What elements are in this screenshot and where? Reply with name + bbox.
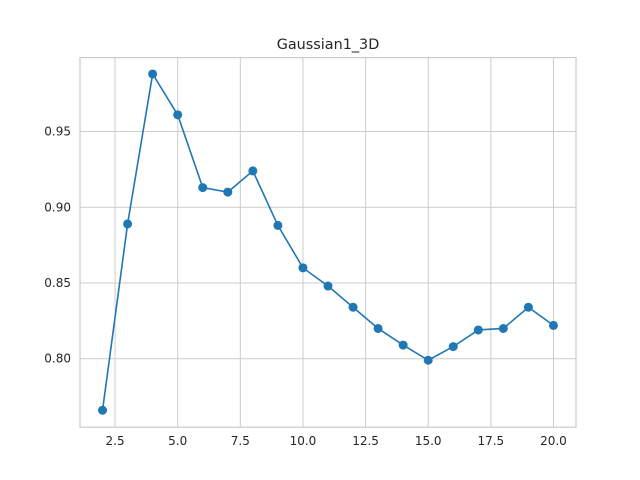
data-point [473, 325, 483, 335]
data-point [198, 183, 208, 193]
y-axis: 0.80 0.85 0.90 0.95 [44, 125, 71, 366]
plot-frame [79, 56, 577, 428]
data-point [448, 342, 458, 352]
data-point [173, 110, 183, 120]
x-tick-label: 12.5 [352, 434, 379, 448]
data-point [423, 355, 433, 365]
data-point [323, 281, 333, 291]
data-point [298, 263, 308, 273]
series [98, 69, 558, 415]
grid [80, 57, 576, 428]
chart-title: Gaussian1_3D [277, 37, 380, 53]
data-point [523, 302, 533, 312]
series-line [101, 71, 554, 411]
x-tick-label: 7.5 [231, 434, 250, 448]
data-point [223, 187, 233, 197]
x-tick-label: 5.0 [168, 434, 187, 448]
data-point [123, 219, 133, 229]
y-tick-label: 0.80 [44, 352, 71, 366]
data-point [373, 323, 383, 333]
y-tick-label: 0.95 [44, 125, 71, 139]
x-tick-label: 15.0 [415, 434, 442, 448]
y-tick-label: 0.90 [44, 200, 71, 214]
data-point [498, 323, 508, 333]
data-point [248, 166, 258, 176]
data-point [398, 340, 408, 350]
data-point [548, 320, 558, 330]
data-point [273, 220, 283, 230]
x-axis: 2.5 5.0 7.5 10.0 12.5 15.0 17.5 20.0 [106, 434, 567, 448]
x-tick-label: 10.0 [290, 434, 317, 448]
x-tick-label: 17.5 [477, 434, 504, 448]
x-tick-label: 20.0 [540, 434, 567, 448]
data-point [148, 69, 158, 79]
data-point [348, 302, 358, 312]
data-point [98, 405, 108, 415]
y-tick-label: 0.85 [44, 276, 71, 290]
x-tick-label: 2.5 [106, 434, 125, 448]
